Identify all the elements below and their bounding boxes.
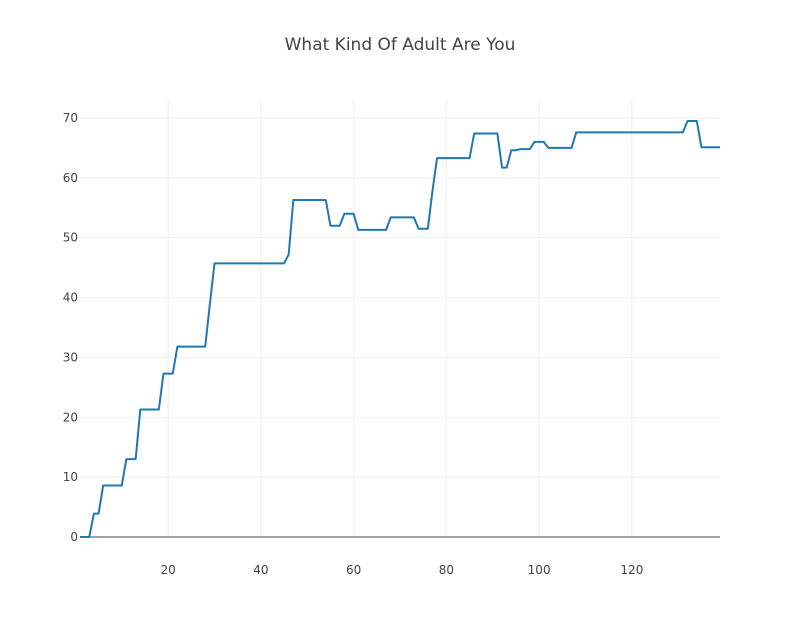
x-tick-label-80: 80	[439, 563, 454, 577]
x-tick-label-120: 120	[620, 563, 643, 577]
x-tick-label-60: 60	[346, 563, 361, 577]
x-tick-label-100: 100	[528, 563, 551, 577]
y-tick-label-50: 50	[63, 231, 78, 245]
y-tick-label-10: 10	[63, 470, 78, 484]
y-tick-label-30: 30	[63, 350, 78, 364]
y-tick-label-20: 20	[63, 410, 78, 424]
y-tick-label-40: 40	[63, 291, 78, 305]
chart-title: What Kind Of Adult Are You	[285, 35, 516, 55]
y-tick-label-0: 0	[70, 530, 78, 544]
series-line-1	[80, 119, 720, 538]
y-tick-label-70: 70	[63, 111, 78, 125]
series-layer	[80, 119, 720, 538]
x-tick-label-40: 40	[253, 563, 268, 577]
axes: 20 40 60 80 100 120 0 10 20 30 40 50 60 70	[63, 111, 720, 577]
y-tick-label-60: 60	[63, 171, 78, 185]
grid	[80, 100, 720, 537]
x-tick-label-20: 20	[160, 563, 175, 577]
